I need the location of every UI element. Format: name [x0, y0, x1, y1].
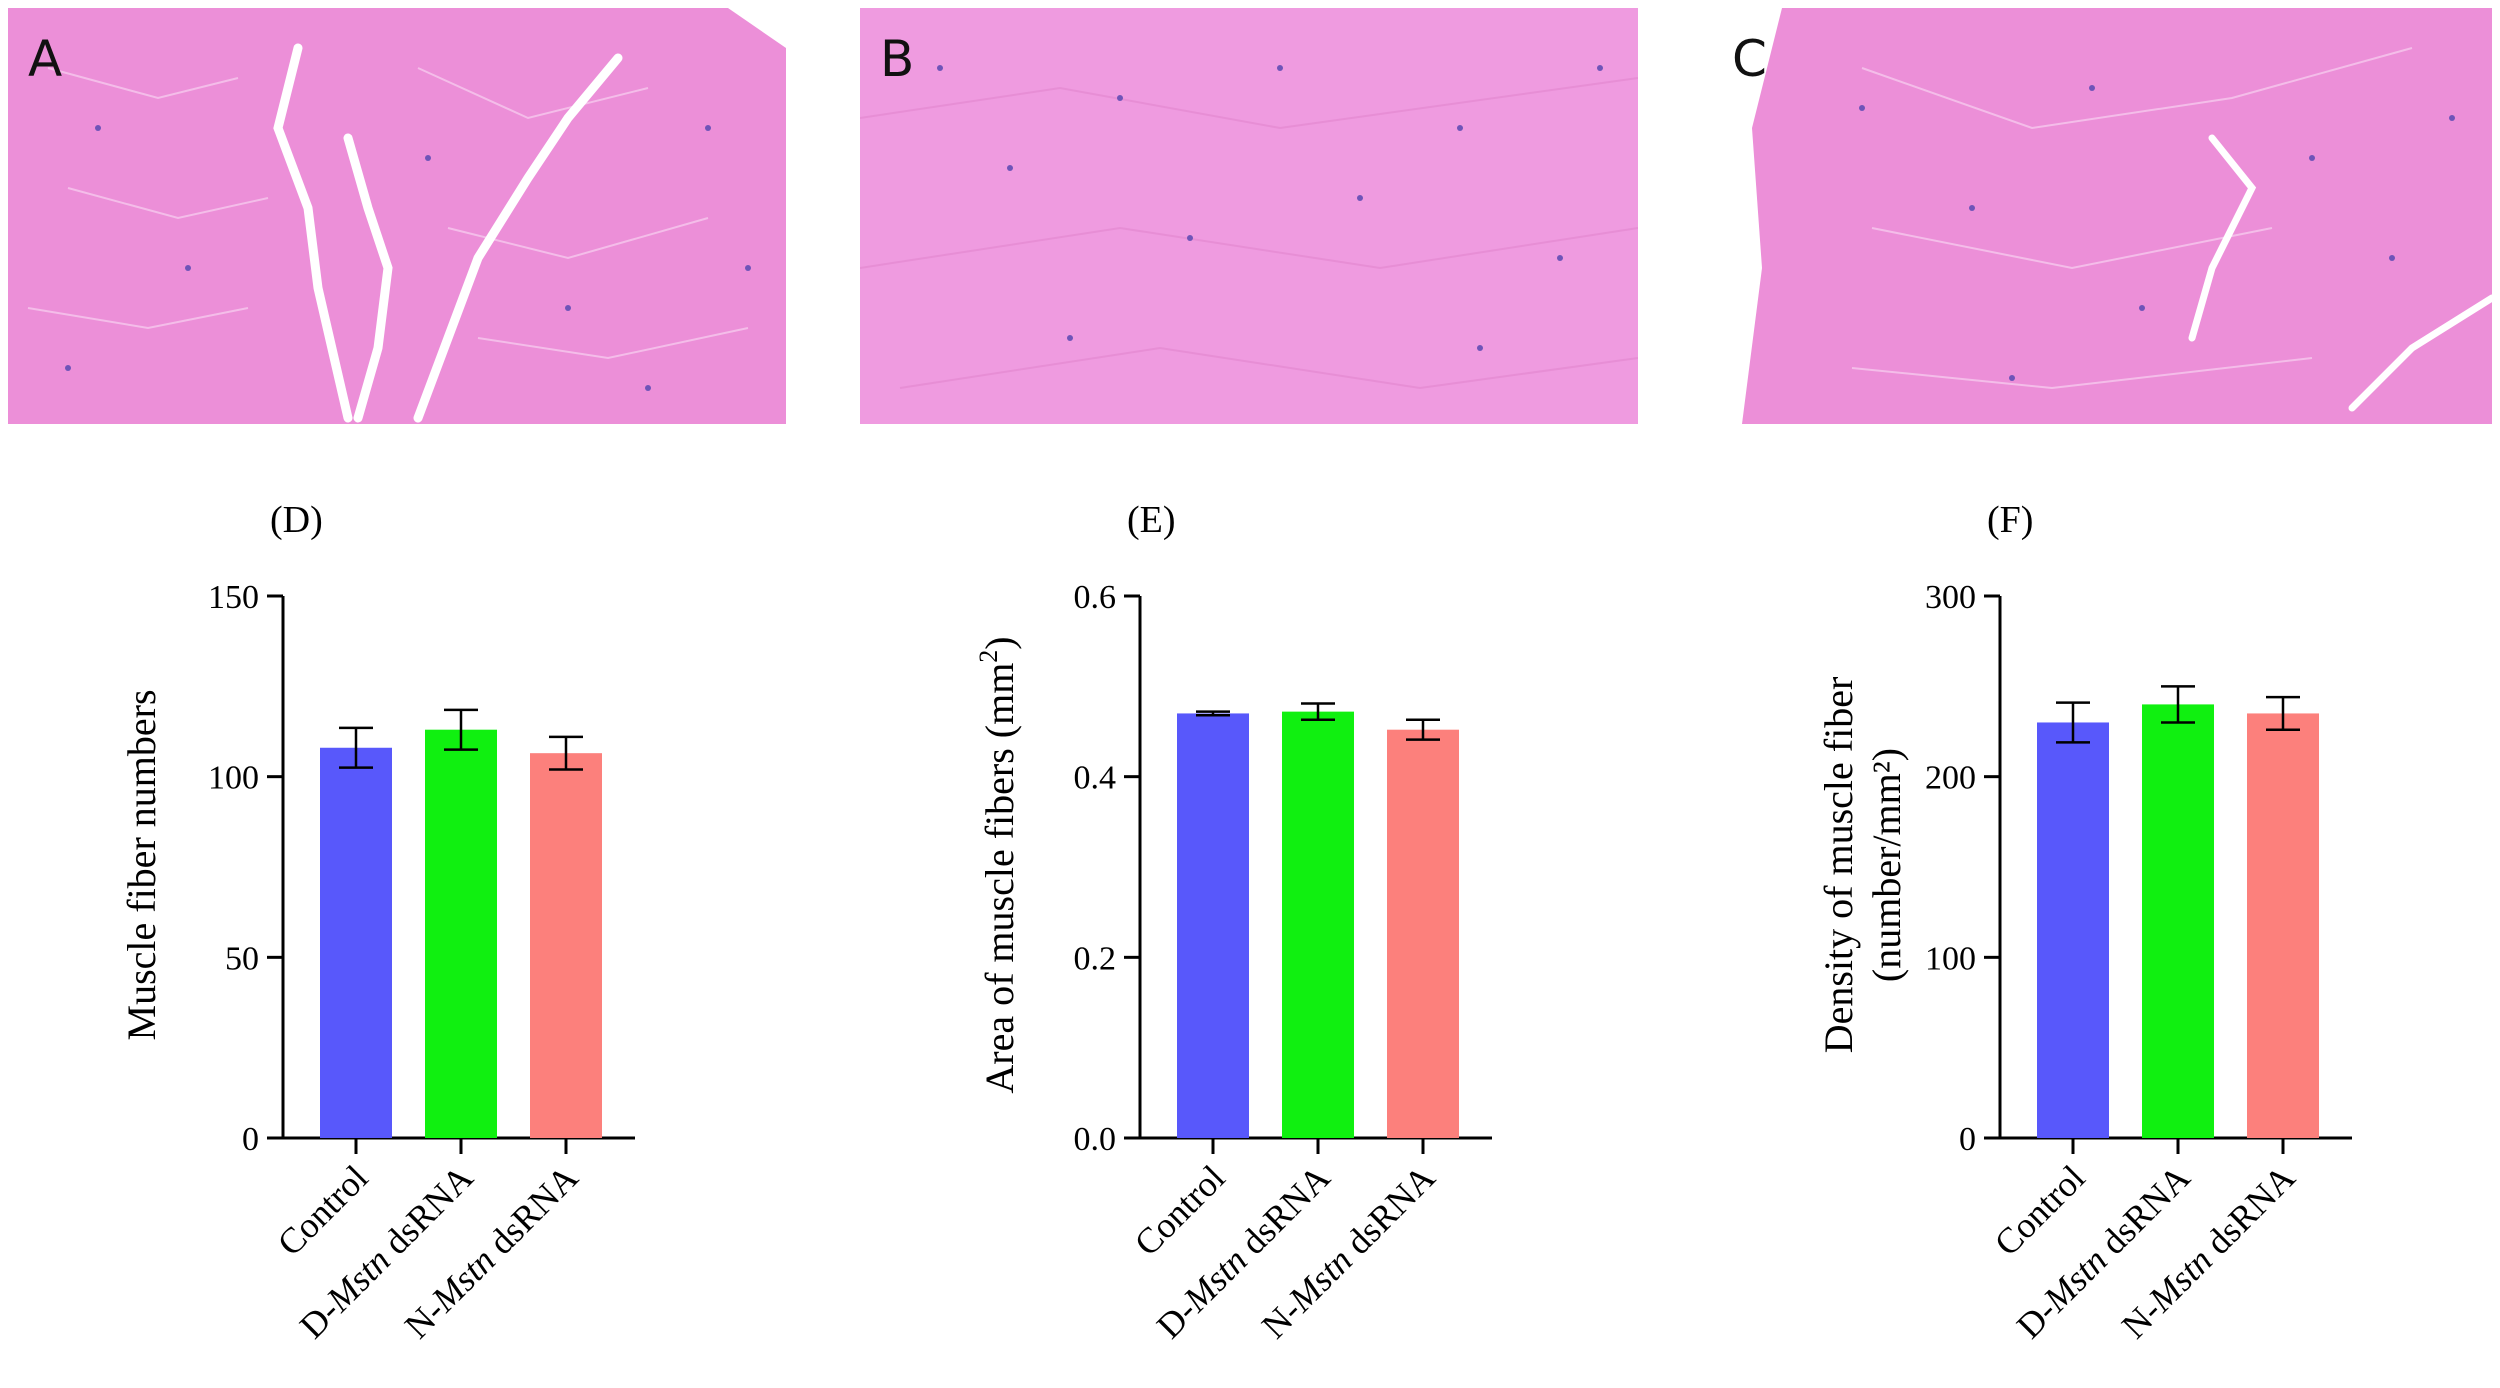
- y-tick-label: 0: [242, 1121, 259, 1158]
- y-tick-label: 100: [208, 760, 259, 797]
- y-axis-label-line: Density of muscle fiber: [1816, 677, 1861, 1054]
- panel-label-c: C: [1732, 30, 1767, 88]
- x-tick-label-suffix: dsRNA: [1332, 1157, 1443, 1268]
- bar: [2142, 704, 2214, 1138]
- y-tick-label: 200: [1925, 760, 1976, 797]
- x-tick-label-suffix: dsRNA: [475, 1157, 586, 1268]
- x-tick-label-suffix: Control: [1987, 1157, 2093, 1263]
- x-tick-label-suffix: dsRNA: [2192, 1157, 2303, 1268]
- panel-label-b: B: [880, 30, 915, 88]
- chart-e-svg: (E) 0.0 0.2 0.4 0.6 Area of muscle fibers (mm…: [974, 499, 1492, 1346]
- bar: [2037, 722, 2109, 1138]
- bar: [320, 747, 392, 1138]
- chart-d: (D) 0 50 100 150 Muscle fiber numbers Control D…: [0, 470, 833, 1375]
- y-axis-label-end: ): [977, 636, 1022, 649]
- y-axis-label: Area of muscle fibers (mm2): [974, 636, 1022, 1093]
- x-tick-label: Control: [270, 1157, 376, 1263]
- panel-label: (F): [1987, 499, 2033, 541]
- bar: [1282, 711, 1354, 1138]
- x-tick-label-suffix: Control: [1127, 1157, 1233, 1263]
- chart-e: (E) 0.0 0.2 0.4 0.6 Area of muscle fibers (mm…: [833, 470, 1666, 1375]
- y-axis-label-line: (number/mm²): [1864, 748, 1909, 982]
- micrograph-c-image: [1712, 8, 2492, 424]
- y-axis-label-text: Area of muscle fibers (mm: [977, 663, 1022, 1094]
- x-tick-label-suffix: Control: [270, 1157, 376, 1263]
- chart-f: (F) 0 100 200 300 Density of muscle fiber(num…: [1666, 470, 2500, 1375]
- y-tick-label: 300: [1925, 579, 1976, 616]
- y-tick-label: 0: [1959, 1121, 1976, 1158]
- micrograph-a-image: [8, 8, 786, 424]
- bar: [425, 729, 497, 1138]
- y-axis-label: Density of muscle fiber(number/mm²): [1816, 677, 1909, 1054]
- y-tick-label: 0.6: [1074, 579, 1117, 616]
- panel-label-a: A: [28, 30, 63, 88]
- y-axis-label: Muscle fiber numbers: [119, 689, 164, 1040]
- y-tick-label: 0.0: [1074, 1121, 1117, 1158]
- y-tick-label: 150: [208, 579, 259, 616]
- micrograph-b: B: [860, 8, 1638, 424]
- bar: [530, 753, 602, 1138]
- y-tick-label: 0.4: [1074, 760, 1117, 797]
- y-tick-label: 100: [1925, 940, 1976, 977]
- x-tick-label: Control: [1127, 1157, 1233, 1263]
- chart-f-svg: (F) 0 100 200 300 Density of muscle fiber(num…: [1816, 499, 2352, 1346]
- bar: [2247, 713, 2319, 1138]
- y-tick-label: 0.2: [1074, 940, 1117, 977]
- panel-label: (D): [270, 499, 323, 541]
- micrograph-c: C: [1712, 8, 2492, 424]
- y-axis-label-text: Muscle fiber numbers: [119, 689, 164, 1040]
- micrograph-a: A: [8, 8, 786, 424]
- y-tick-label: 50: [225, 940, 259, 977]
- panel-label: (E): [1127, 499, 1176, 541]
- micrograph-b-image: [860, 8, 1638, 424]
- x-tick-label: Control: [1987, 1157, 2093, 1263]
- bar: [1387, 729, 1459, 1138]
- bar: [1177, 713, 1249, 1138]
- y-axis-label-sup: 2: [974, 650, 1003, 663]
